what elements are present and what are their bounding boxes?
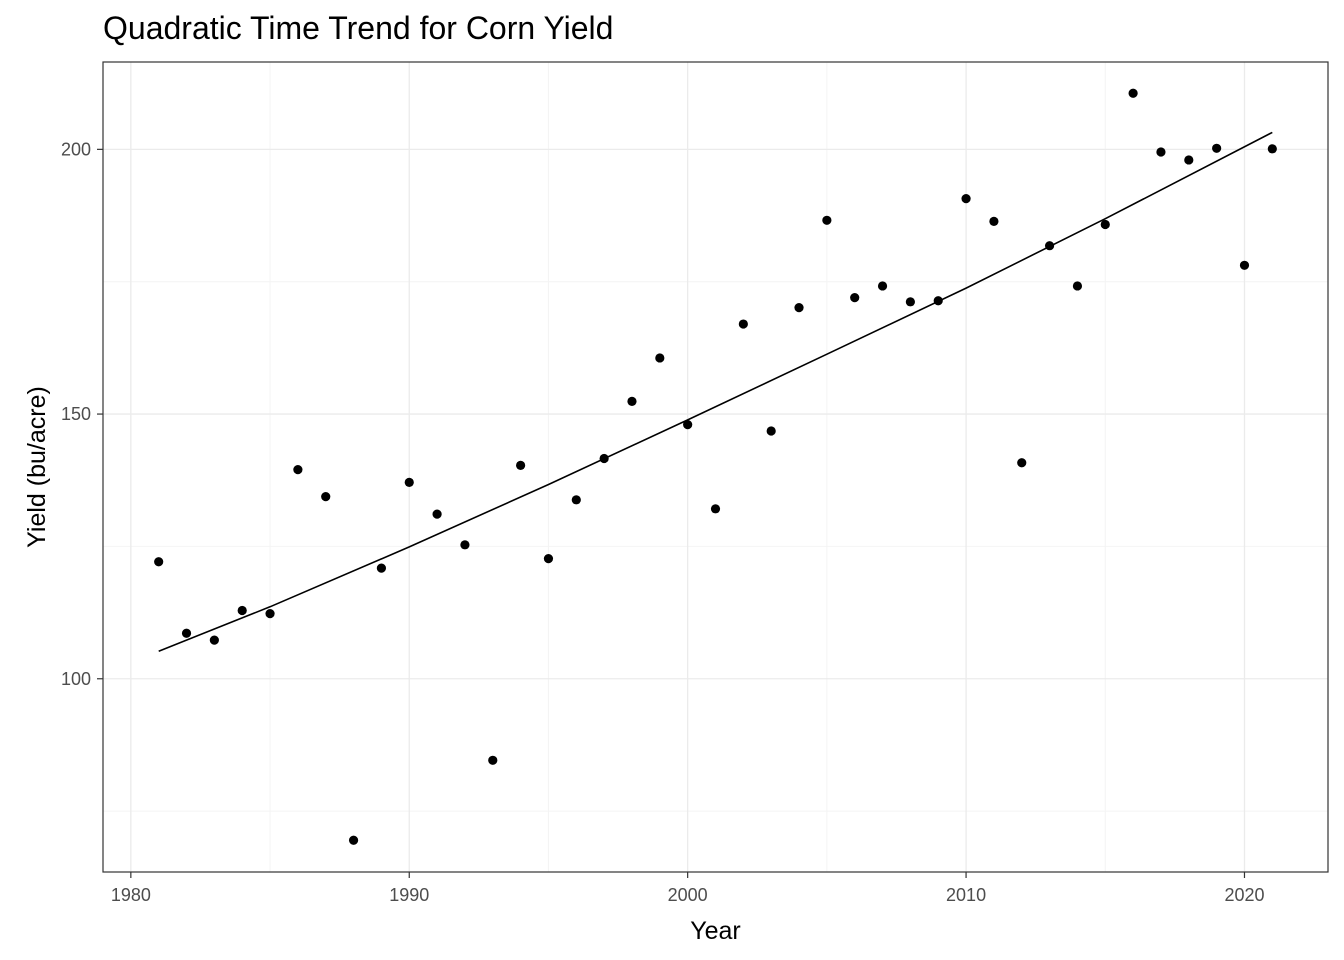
data-point: [571, 495, 581, 505]
data-point: [710, 504, 721, 514]
data-point: [237, 605, 247, 616]
data-point: [460, 540, 470, 550]
data-point: [154, 557, 164, 567]
data-point: [1044, 241, 1055, 251]
data-point: [1072, 281, 1083, 291]
grid-lines: [103, 62, 1328, 872]
data-point: [376, 563, 387, 573]
data-point: [850, 292, 860, 303]
data-point: [1184, 155, 1194, 165]
data-point: [1156, 147, 1166, 157]
data-point: [543, 553, 554, 564]
data-point: [1267, 144, 1277, 154]
data-point: [877, 281, 888, 291]
axes: 1980 1990 2000 2010 2020 100 150 200: [61, 139, 1265, 905]
y-tick-label: 200: [61, 139, 91, 159]
data-point: [404, 477, 414, 487]
data-point: [1212, 143, 1222, 153]
x-tick-label: 2000: [668, 885, 708, 905]
data-point: [599, 453, 609, 464]
data-point: [933, 296, 943, 306]
data-point: [1128, 88, 1138, 98]
data-point: [1239, 260, 1250, 270]
data-point: [1017, 458, 1027, 468]
data-point: [766, 426, 776, 436]
data-point: [209, 635, 219, 645]
trend-line: [158, 131, 1273, 652]
x-axis-title: Year: [690, 917, 741, 945]
data-point: [989, 216, 999, 226]
data-point: [683, 420, 693, 430]
data-point: [822, 215, 832, 225]
data-point: [488, 755, 498, 765]
data-point: [321, 492, 331, 502]
panel-border: [102, 61, 1329, 873]
data-point: [181, 628, 192, 638]
x-tick-label: 1980: [111, 885, 151, 905]
data-point: [627, 396, 637, 406]
chart-title: Quadratic Time Trend for Corn Yield: [103, 10, 614, 46]
data-point: [738, 319, 748, 329]
y-axis-title: Yield (bu/acre): [23, 386, 51, 548]
data-point: [432, 509, 442, 519]
trend-line-layer: [158, 131, 1273, 652]
y-tick-label: 150: [61, 404, 91, 424]
data-point: [1100, 219, 1110, 230]
x-tick-label: 2020: [1224, 885, 1264, 905]
data-point: [293, 465, 303, 475]
data-point: [794, 303, 804, 313]
data-points: [154, 88, 1277, 845]
data-point: [961, 193, 971, 204]
data-point: [265, 609, 275, 619]
data-point: [516, 460, 526, 471]
data-point: [905, 297, 915, 307]
x-tick-label: 2010: [946, 885, 986, 905]
x-tick-label: 1990: [389, 885, 429, 905]
y-tick-label: 100: [61, 669, 91, 689]
data-point: [348, 835, 359, 845]
data-point: [655, 353, 665, 363]
